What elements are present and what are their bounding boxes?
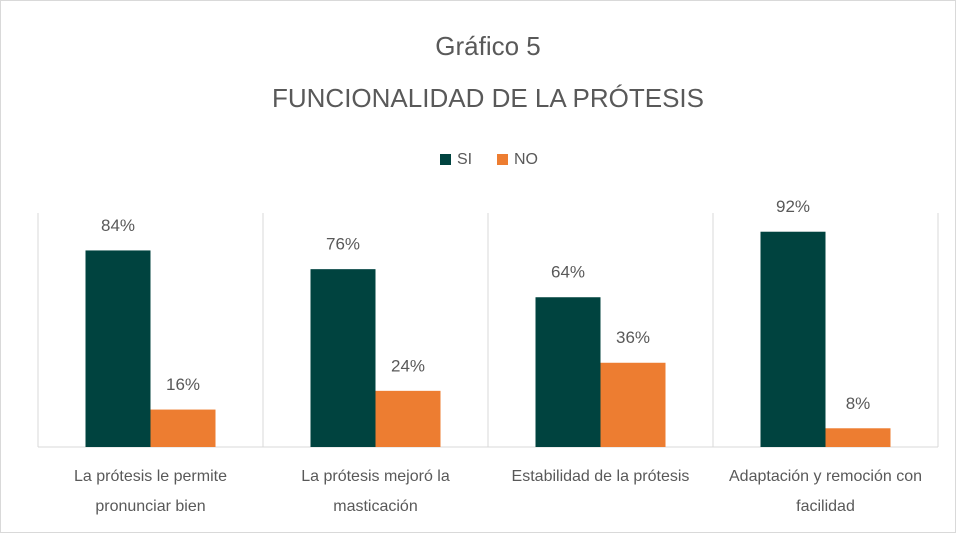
x-tick-label: Adaptación y remoción con facilidad bbox=[729, 468, 922, 515]
x-tick-label-box: La prótesis mejoró la masticación bbox=[301, 468, 450, 515]
legend-label: NO bbox=[514, 151, 538, 168]
data-label: 84% bbox=[101, 216, 135, 235]
bar bbox=[150, 409, 216, 447]
bar bbox=[600, 362, 666, 447]
data-label: 36% bbox=[616, 328, 650, 347]
legend-label: SI bbox=[457, 151, 472, 168]
data-label: 76% bbox=[326, 235, 360, 254]
bar bbox=[375, 390, 441, 447]
data-label: 8% bbox=[846, 394, 871, 413]
legend-swatch bbox=[440, 154, 451, 165]
bar bbox=[310, 269, 376, 447]
data-label: 24% bbox=[391, 356, 425, 375]
legend-swatch bbox=[497, 154, 508, 165]
bar bbox=[535, 297, 601, 447]
x-tick-label: Estabilidad de la prótesis bbox=[511, 468, 690, 485]
data-label: 16% bbox=[166, 375, 200, 394]
bar bbox=[760, 231, 826, 447]
chart-subtitle: FUNCIONALIDAD DE LA PRÓTESIS bbox=[272, 83, 704, 113]
chart-title: Gráfico 5 bbox=[435, 31, 541, 61]
x-tick-label-box: Estabilidad de la prótesis bbox=[511, 468, 690, 485]
x-tick-label-box: Adaptación y remoción con facilidad bbox=[729, 468, 922, 515]
x-tick-label: La prótesis le permite pronunciar bien bbox=[74, 468, 227, 515]
data-label: 64% bbox=[551, 263, 585, 282]
x-tick-label-box: La prótesis le permite pronunciar bien bbox=[74, 468, 227, 515]
bar bbox=[825, 428, 891, 447]
data-label: 92% bbox=[776, 197, 810, 216]
bar bbox=[85, 250, 151, 447]
x-tick-label: La prótesis mejoró la masticación bbox=[301, 468, 450, 515]
